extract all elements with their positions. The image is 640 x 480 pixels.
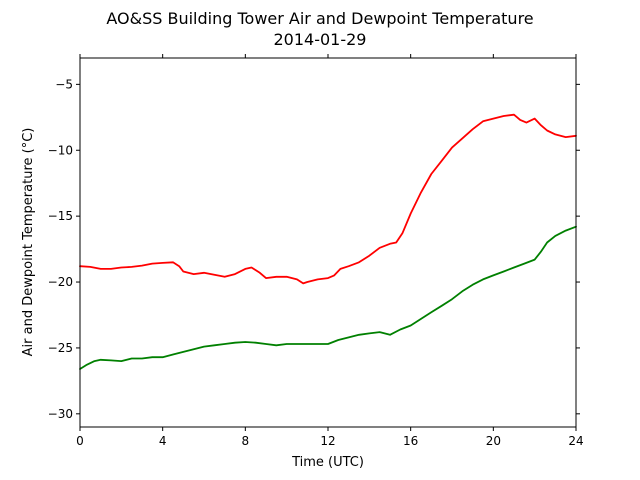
y-tick-label: −5 xyxy=(55,77,73,91)
x-tick-label: 8 xyxy=(242,434,250,448)
y-tick-label: −30 xyxy=(48,407,73,421)
y-tick-label: −15 xyxy=(48,209,73,223)
ticks-layer: 0 4 8 12 16 20 24 −30 −25 −20 −15 −10 −5 xyxy=(48,54,584,448)
x-tick-label: 20 xyxy=(486,434,501,448)
y-tick-label: −10 xyxy=(48,143,73,157)
chart-subtitle: 2014-01-29 xyxy=(274,30,367,49)
plot-frame xyxy=(79,57,577,428)
x-axis-label: Time (UTC) xyxy=(291,455,364,470)
series-layer xyxy=(79,113,577,370)
series-line-0 xyxy=(79,113,577,285)
y-axis-label: Air and Dewpoint Temperature (°C) xyxy=(21,128,36,357)
x-tick-label: 12 xyxy=(320,434,335,448)
y-tick-label: −20 xyxy=(48,275,73,289)
series-line-1 xyxy=(79,225,577,370)
x-tick-label: 4 xyxy=(159,434,167,448)
y-tick-label: −25 xyxy=(48,341,73,355)
x-tick-label: 16 xyxy=(403,434,418,448)
x-tick-label: 24 xyxy=(568,434,583,448)
chart-title: AO&SS Building Tower Air and Dewpoint Te… xyxy=(106,9,533,28)
x-tick-label: 0 xyxy=(76,434,84,448)
